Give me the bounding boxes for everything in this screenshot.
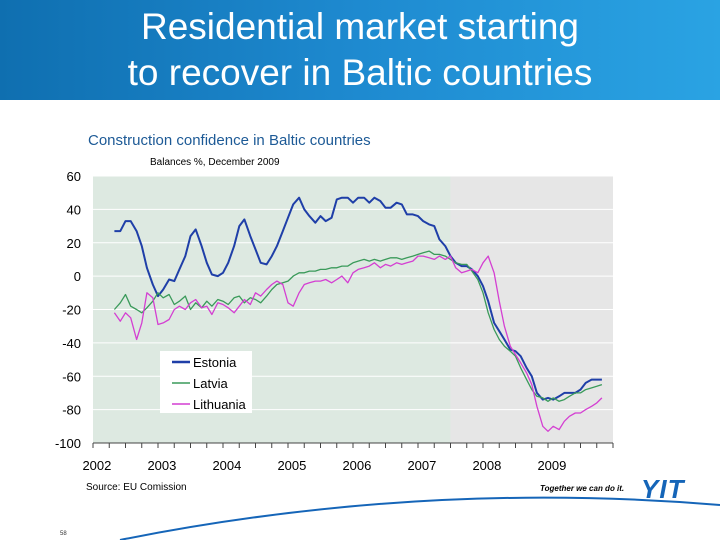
y-tick-label: -40 <box>62 336 81 351</box>
x-tick-label: 2004 <box>212 458 241 473</box>
series-line-estonia <box>114 196 602 401</box>
x-tick-label: 2005 <box>277 458 306 473</box>
y-tick-label: 0 <box>74 269 81 284</box>
legend-label-lithuania: Lithuania <box>193 397 247 412</box>
x-tick-label: 2009 <box>537 458 566 473</box>
y-tick-label: 40 <box>67 202 81 217</box>
chart-title: Construction confidence in Baltic countr… <box>88 132 371 149</box>
company-tagline: Together we can do it. <box>540 484 625 493</box>
series-line-latvia <box>113 250 603 402</box>
x-tick-label: 2006 <box>342 458 371 473</box>
slide-title: Residential market starting to recover i… <box>0 4 720 96</box>
page-number: 58 <box>60 531 67 537</box>
slide-title-line-1: Residential market starting <box>140 6 580 47</box>
legend-label-estonia: Estonia <box>193 355 237 370</box>
x-tick-label: 2002 <box>82 458 111 473</box>
y-tick-label: -20 <box>62 303 81 318</box>
x-tick-label: 2003 <box>147 458 176 473</box>
series-line-lithuania <box>113 255 603 432</box>
y-tick-label: 20 <box>67 236 81 251</box>
title-banner <box>0 0 720 100</box>
yit-logo: YIT <box>641 474 685 504</box>
x-tick-label: 2007 <box>407 458 436 473</box>
y-tick-label: -60 <box>62 369 81 384</box>
x-tick-label: 2008 <box>472 458 501 473</box>
legend-label-latvia: Latvia <box>193 376 228 391</box>
chart-source: Source: EU Comission <box>86 482 187 493</box>
chart-subtitle: Balances %, December 2009 <box>150 157 280 168</box>
y-tick-label: -100 <box>55 436 81 451</box>
y-tick-label: -80 <box>62 403 81 418</box>
y-tick-label: 60 <box>67 169 81 184</box>
slide-title-line-2: to recover in Baltic countries <box>127 52 593 93</box>
